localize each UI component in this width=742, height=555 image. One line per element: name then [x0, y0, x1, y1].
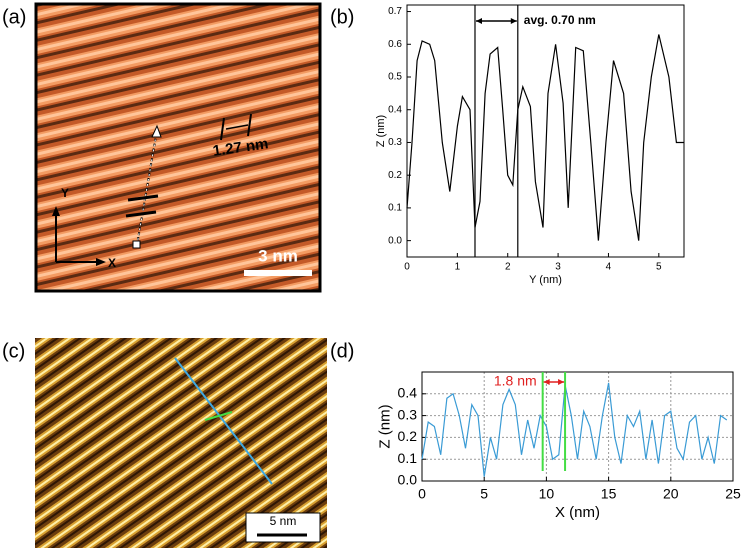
- plot-frame: [406, 4, 685, 258]
- profile-line: [136, 129, 158, 246]
- scale-box: [245, 512, 321, 543]
- y-tick-label: 0.2: [388, 170, 402, 181]
- start-marker: [132, 240, 141, 249]
- y-tick-label: 0.1: [388, 203, 402, 214]
- panel-label: (d): [330, 340, 354, 362]
- x-tick-label: 15: [601, 486, 617, 502]
- x-axis-label: Y (nm): [529, 274, 562, 286]
- y-tick-label: 0.6: [388, 39, 402, 50]
- period-bar: [247, 113, 252, 137]
- axis-label: Y: [61, 186, 69, 200]
- x-tick-label: 20: [663, 486, 679, 502]
- end-marker: [151, 124, 162, 138]
- profile-line: [174, 357, 273, 485]
- y-tick-label: 0.3: [388, 137, 402, 148]
- data-line: [421, 382, 728, 477]
- y-tick-label: 0.7: [388, 6, 402, 17]
- panel-label: (b): [330, 6, 354, 28]
- x-tick-label: 2: [505, 262, 511, 273]
- y-axis-label: Z (nm): [377, 404, 394, 448]
- scale-label: 5 nm: [270, 514, 297, 528]
- arrow-head: [510, 18, 517, 24]
- marker-line: [204, 411, 233, 421]
- scale-bar: [244, 270, 312, 276]
- y-axis-label: Z (nm): [375, 115, 387, 147]
- x-tick-label: 1: [455, 262, 461, 273]
- data-line: [406, 34, 684, 241]
- y-tick-label: 0.4: [388, 104, 402, 115]
- x-tick-label: 10: [539, 486, 555, 502]
- stm-image: [34, 2, 322, 293]
- period-bar: [220, 117, 225, 141]
- x-axis-label: X (nm): [555, 504, 600, 521]
- x-tick-label: 0: [404, 262, 410, 273]
- x-tick-label: 4: [606, 262, 612, 273]
- panel-label: (c): [2, 340, 25, 362]
- span-label: avg. 0.70 nm: [524, 13, 596, 27]
- y-tick-label: 0.2: [398, 428, 418, 444]
- x-tick-label: 0: [418, 486, 426, 502]
- x-tick-label: 3: [555, 262, 561, 273]
- panel-label: (a): [2, 6, 26, 28]
- y-tick-label: 0.0: [388, 235, 402, 246]
- tick-bar: [125, 210, 157, 218]
- arrow-head: [543, 379, 550, 385]
- span-label: 1.8 nm: [494, 373, 537, 389]
- tick-bar: [127, 194, 159, 202]
- y-tick-label: 0.3: [398, 406, 418, 422]
- y-tick-label: 0.1: [398, 450, 418, 466]
- plot-frame: [421, 371, 734, 482]
- arrow-head: [52, 206, 60, 216]
- y-tick-label: 0.5: [388, 72, 402, 83]
- axis-label: X: [108, 256, 116, 270]
- arrow-head: [96, 258, 106, 266]
- scale-label: 3 nm: [258, 246, 298, 265]
- x-tick-label: 25: [725, 486, 741, 502]
- arrow-head: [475, 18, 482, 24]
- y-tick-label: 0.0: [398, 472, 418, 488]
- y-tick-label: 0.4: [398, 385, 418, 401]
- period-arrow: [225, 124, 249, 130]
- arrow-head: [558, 379, 565, 385]
- x-tick-label: 5: [656, 262, 662, 273]
- x-tick-label: 5: [480, 486, 488, 502]
